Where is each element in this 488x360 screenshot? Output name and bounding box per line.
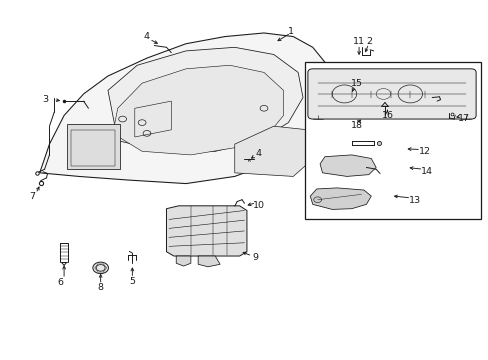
Text: 16: 16 — [382, 111, 393, 120]
Text: 4: 4 — [255, 149, 261, 158]
Bar — [305, 62, 480, 220]
Polygon shape — [108, 47, 303, 151]
Text: 5: 5 — [129, 276, 135, 285]
Text: 18: 18 — [350, 121, 362, 130]
Text: 11: 11 — [352, 37, 365, 46]
FancyBboxPatch shape — [307, 69, 475, 119]
Text: 17: 17 — [457, 114, 469, 123]
Text: 13: 13 — [408, 196, 420, 205]
Circle shape — [93, 262, 108, 274]
Circle shape — [313, 197, 321, 203]
Circle shape — [358, 114, 371, 123]
Text: 15: 15 — [350, 79, 362, 88]
Text: 9: 9 — [252, 253, 258, 262]
Text: 2: 2 — [365, 37, 371, 46]
Text: 3: 3 — [42, 95, 48, 104]
Text: 1: 1 — [287, 27, 293, 36]
Polygon shape — [66, 125, 120, 169]
Polygon shape — [310, 188, 370, 210]
Polygon shape — [198, 256, 220, 267]
Text: 4: 4 — [143, 32, 150, 41]
Text: 10: 10 — [253, 201, 264, 210]
Circle shape — [362, 116, 367, 121]
Polygon shape — [113, 65, 283, 155]
Polygon shape — [176, 256, 190, 266]
Polygon shape — [166, 206, 246, 256]
Text: 8: 8 — [98, 283, 103, 292]
Polygon shape — [322, 90, 431, 103]
Text: 6: 6 — [57, 278, 63, 287]
Polygon shape — [234, 126, 317, 176]
Text: 12: 12 — [418, 147, 430, 156]
Polygon shape — [320, 155, 375, 176]
Text: 7: 7 — [29, 192, 35, 201]
Text: 14: 14 — [421, 167, 432, 176]
Polygon shape — [40, 33, 331, 184]
